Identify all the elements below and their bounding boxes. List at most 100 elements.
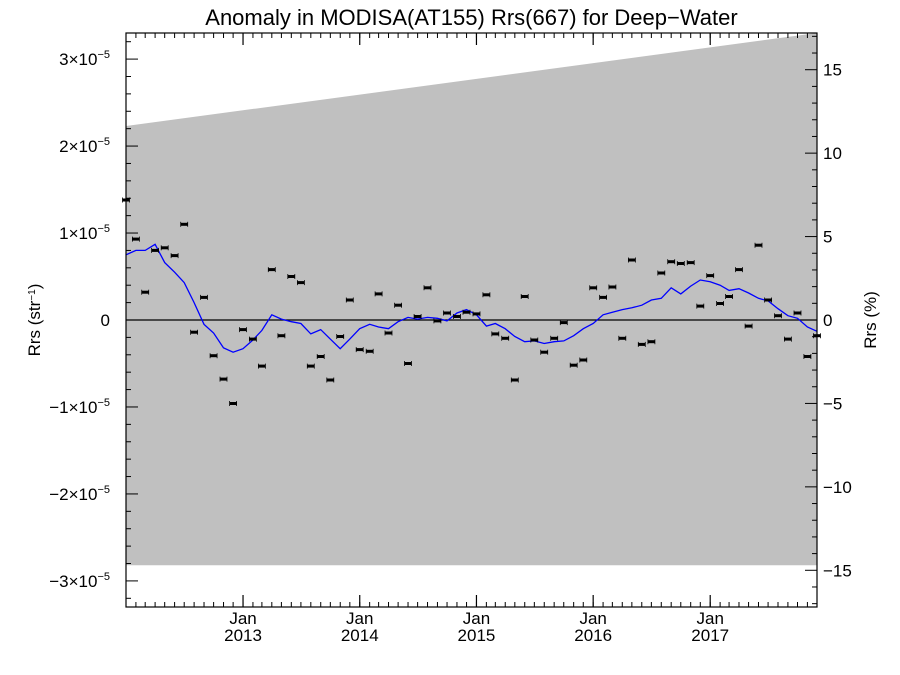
y-left-tick-label: 3×10−5 [59,49,110,69]
anomaly-point [287,274,296,279]
anomaly-point [589,285,598,291]
y-right-tick-label: 5 [823,228,832,247]
uncertainty-band [126,33,817,566]
anomaly-point [667,259,676,265]
anomaly-point [628,257,636,263]
y-left-tick-label: −2×10−5 [49,484,110,504]
y-right-tick-label: −5 [823,394,842,413]
anomaly-point [686,260,695,266]
anomaly-point [151,247,160,253]
anomaly-point [219,376,228,382]
y-right-tick-label: 10 [823,144,842,163]
y-left-tick-label: −3×10−5 [49,571,110,591]
anomaly-point [257,363,266,369]
anomaly-point [296,280,305,286]
anomaly-point [696,303,705,309]
y-right-tick-label: 0 [823,311,832,330]
y-left-tick-label: 1×10−5 [59,223,110,243]
running-mean-line [125,243,818,353]
anomaly-point [170,253,179,259]
x-tick-month-label: Jan [463,609,490,628]
anomaly-point [345,297,354,303]
x-tick-month-label: Jan [229,609,256,628]
anomaly-point [520,294,529,299]
anomaly-point [462,309,471,315]
anomaly-point [491,331,500,337]
anomaly-point [754,242,763,248]
anomaly-point [413,314,422,319]
y-right-tick-label: −10 [823,478,852,497]
anomaly-point [326,377,335,383]
anomaly-point [190,329,199,335]
x-tick-year-label: 2017 [691,626,729,645]
anomaly-point [793,310,802,316]
tick-labels: Jan2013Jan2014Jan2015Jan2016Jan20173×10−… [49,49,852,645]
chart-title: Anomaly in MODISA(AT155) Rrs(667) for De… [205,5,737,30]
x-tick-year-label: 2016 [574,626,612,645]
anomaly-point [706,273,715,279]
anomaly-point [569,362,578,368]
anomaly-point [550,335,559,341]
anomaly-point [423,285,432,291]
anomaly-point [239,327,247,333]
x-tick-year-label: 2013 [224,626,262,645]
x-tick-year-label: 2014 [341,626,379,645]
anomaly-point [443,310,451,316]
anomaly-point [482,292,491,298]
y-axis-label-left: Rrs (str−1) [25,284,44,357]
anomaly-point [774,313,782,319]
anomaly-point [744,323,753,329]
y-left-tick-label: −1×10−5 [49,397,110,417]
anomaly-point [306,363,315,369]
anomaly-point [618,335,627,341]
anomaly-point [141,289,150,295]
anomaly-point [540,349,549,355]
anomaly-point [160,245,169,251]
anomaly-point [716,301,724,306]
anomaly-point [647,339,656,345]
x-tick-year-label: 2015 [458,626,496,645]
anomaly-point [784,336,792,342]
uncertainty-band-layer [126,33,817,566]
anomaly-point [200,294,208,300]
anomaly-point [336,334,345,339]
anomaly-point [676,261,685,266]
anomaly-point [725,294,733,299]
y-left-tick-label: 0 [101,311,110,330]
x-tick-month-label: Jan [696,609,723,628]
anomaly-point [131,236,140,242]
y-left-tick-label: 2×10−5 [59,136,110,156]
anomaly-point [267,267,276,273]
anomaly-point [637,341,646,347]
axis-ticks [125,33,818,607]
anomaly-point [530,337,539,343]
anomaly-point [365,348,374,354]
anomaly-point [316,354,325,359]
y-axis-label-right: Rrs (%) [861,291,880,349]
anomaly-point [803,354,812,359]
running-mean-layer [125,243,818,353]
anomaly-point [608,284,617,290]
anomaly-point [229,401,238,406]
anomaly-point [657,270,666,276]
anomaly-point [433,318,442,324]
y-right-tick-label: 15 [823,61,842,80]
anomaly-point [472,311,481,317]
anomaly-point [599,294,607,300]
anomaly-point [559,320,568,326]
x-tick-month-label: Jan [579,609,606,628]
anomaly-point [180,221,189,227]
anomaly-point [277,333,286,339]
x-tick-month-label: Jan [346,609,373,628]
anomaly-point [510,377,519,383]
anomaly-point [453,314,461,319]
anomaly-point [248,336,257,342]
anomaly-point [579,357,588,363]
anomaly-point [764,297,772,303]
anomaly-point [209,353,218,359]
anomaly-point [735,267,743,273]
anomaly-point [374,291,383,297]
anomaly-point [384,330,393,336]
anomaly-point [394,302,403,308]
